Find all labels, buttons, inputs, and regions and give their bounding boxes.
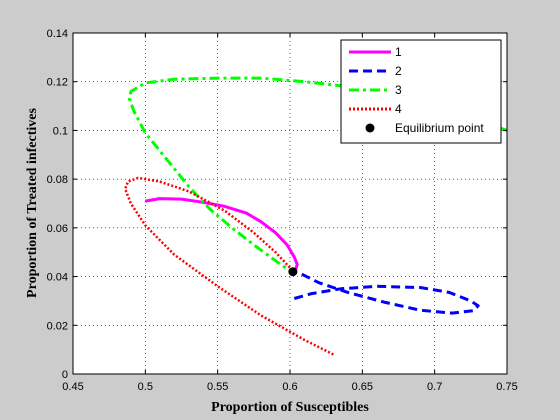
legend-label: Equilibrium point [395, 121, 484, 135]
y-tick-label: 0.04 [47, 272, 68, 284]
y-tick-label: 0.1 [53, 125, 68, 137]
x-tick-label: 0.55 [207, 381, 228, 393]
series-line-4 [123, 176, 334, 356]
x-tick-label: 0.5 [138, 381, 153, 393]
x-tick-label: 0.6 [282, 381, 297, 393]
x-axis-label: Proportion of Susceptibles [211, 400, 369, 415]
series-line-1 [145, 197, 299, 274]
y-tick-label: 0.08 [47, 174, 68, 186]
y-tick-label: 0.06 [47, 223, 68, 235]
x-tick-label: 0.45 [62, 381, 83, 393]
legend-marker-equilibrium [365, 123, 375, 133]
y-tick-label: 0.02 [47, 320, 68, 332]
x-tick-label: 0.65 [352, 381, 373, 393]
y-tick-label: 0 [62, 369, 68, 381]
x-tick-label: 0.75 [496, 381, 517, 393]
legend-label: 2 [395, 64, 402, 78]
legend-label: 1 [395, 45, 402, 59]
x-tick-label: 0.7 [427, 381, 442, 393]
legend-label: 4 [395, 102, 402, 116]
marker-layer [288, 267, 298, 277]
axis-ticks: 0.45 0.5 0.55 0.6 0.65 0.7 0.75 0 0.02 0.04 0.06 0.… [47, 28, 518, 393]
legend: 1 2 3 4 Equilibrium point [340, 39, 502, 144]
legend-label: 3 [395, 83, 402, 97]
y-tick-label: 0.14 [47, 28, 68, 40]
equilibrium-point-marker [288, 267, 298, 277]
y-axis-label: Proportion of Treated infectives [25, 108, 40, 298]
series-line-2 [292, 270, 480, 315]
y-tick-label: 0.12 [47, 77, 68, 89]
